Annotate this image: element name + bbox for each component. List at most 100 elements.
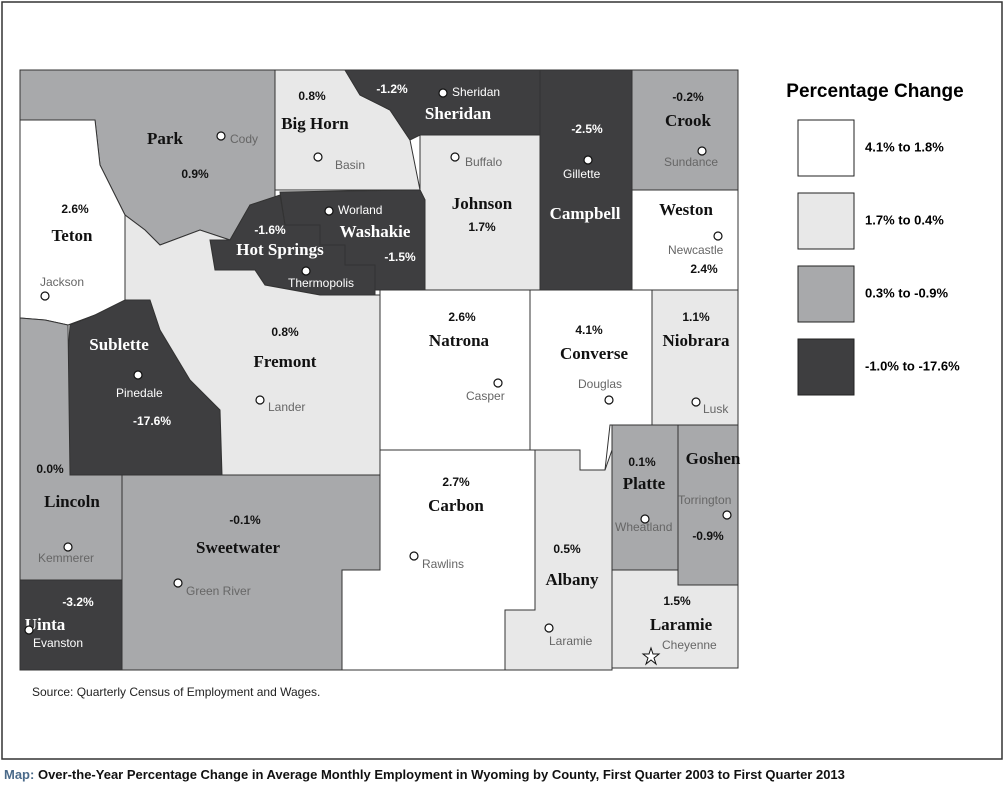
city-dot: [691, 397, 701, 407]
county-name: Crook: [665, 111, 712, 130]
county-name: Laramie: [650, 615, 713, 634]
city-dot: [216, 131, 226, 141]
county-shape: [611, 424, 679, 571]
city-dot: [324, 206, 334, 216]
county-change: 0.5%: [553, 542, 581, 556]
caption: Map: Over-the-Year Percentage Change in …: [4, 767, 845, 782]
county-change: -2.5%: [571, 122, 603, 136]
capital-star: [641, 646, 661, 666]
legend-swatch: [797, 265, 855, 323]
source: Source: Quarterly Census of Employment a…: [32, 685, 320, 699]
city-name: Sheridan: [452, 85, 500, 99]
county-name: Niobrara: [662, 331, 730, 350]
city-dot: [40, 291, 50, 301]
county-change: -0.2%: [672, 90, 704, 104]
county-shape: [124, 214, 381, 476]
city-name: Gillette: [563, 167, 601, 181]
city-name: Douglas: [578, 377, 622, 391]
county-name: Johnson: [452, 194, 513, 213]
county-change: 0.9%: [181, 167, 209, 181]
city-dot: [713, 231, 723, 241]
city-dot: [133, 370, 143, 380]
city-name: Laramie: [549, 634, 593, 648]
city-dot: [544, 623, 554, 633]
city-name: Lusk: [703, 402, 729, 416]
city-name: Jackson: [40, 275, 84, 289]
county-map: Park 0.9% Cody Big Horn 0.8% Basin Sheridan -1.…: [19, 69, 741, 671]
city-dot: [697, 146, 707, 156]
city-dot: [640, 514, 650, 524]
city-dot: [604, 395, 614, 405]
county-change: 1.7%: [468, 220, 496, 234]
city-name: Worland: [338, 203, 382, 217]
city-name: Casper: [466, 389, 505, 403]
city-name: Cheyenne: [662, 638, 717, 652]
city-name: Lander: [268, 400, 305, 414]
county-name: Teton: [52, 226, 93, 245]
county-name: Natrona: [429, 331, 490, 350]
county-name: Uinta: [25, 615, 66, 634]
county-change: -1.6%: [254, 223, 286, 237]
county-change: 2.6%: [448, 310, 476, 324]
city-dot: [493, 378, 503, 388]
county-name: Albany: [546, 570, 599, 589]
caption-text: Over-the-Year Percentage Change in Avera…: [38, 767, 845, 782]
legend-label: 0.3% to -0.9%: [865, 285, 949, 300]
legend-swatch: [797, 192, 855, 250]
city-name: Kemmerer: [38, 551, 94, 565]
city-name: Pinedale: [116, 386, 163, 400]
legend-label: 4.1% to 1.8%: [865, 139, 944, 154]
city-dot: [173, 578, 183, 588]
county-change: -3.2%: [62, 595, 94, 609]
county-name: Sheridan: [425, 104, 492, 123]
legend: 4.1% to 1.8% 1.7% to 0.4% 0.3% to -0.9% -1.…: [797, 119, 960, 396]
county-name: Converse: [560, 344, 628, 363]
county-change: 0.8%: [298, 89, 326, 103]
caption-label: Map:: [4, 767, 34, 782]
county-change: 0.1%: [628, 455, 656, 469]
city-name: Cody: [230, 132, 258, 146]
city-dot: [301, 266, 311, 276]
county-name: Goshen: [686, 449, 741, 468]
city-dot: [450, 152, 460, 162]
county-name: Fremont: [254, 352, 317, 371]
city-name: Sundance: [664, 155, 718, 169]
county-shape: [631, 69, 739, 191]
city-name: Rawlins: [422, 557, 464, 571]
city-dot: [722, 510, 732, 520]
city-dot: [409, 551, 419, 561]
city-dot: [313, 152, 323, 162]
city-name: Thermopolis: [288, 276, 354, 290]
county-name: Hot Springs: [236, 240, 324, 259]
county-change: -1.2%: [376, 82, 408, 96]
county-shape: [611, 569, 739, 669]
county-change: 4.1%: [575, 323, 603, 337]
county-name: Park: [147, 129, 183, 148]
city-name: Newcastle: [668, 243, 724, 257]
county-name: Big Horn: [281, 114, 349, 133]
county-name: Washakie: [340, 222, 411, 241]
city-dot: [24, 625, 34, 635]
city-name: Buffalo: [465, 155, 502, 169]
county-name: Sublette: [89, 335, 149, 354]
city-name: Torrington: [678, 493, 731, 507]
city-dot: [583, 155, 593, 165]
county-change: 2.6%: [61, 202, 89, 216]
city-dot: [438, 88, 448, 98]
county-change: 0.0%: [36, 462, 64, 476]
city-name: Basin: [335, 158, 365, 172]
legend-label: -1.0% to -17.6%: [865, 358, 960, 373]
legend-swatch: [797, 338, 855, 396]
city-dot: [63, 542, 73, 552]
city-name: Evanston: [33, 636, 83, 650]
county-change: 1.1%: [682, 310, 710, 324]
city-name: Green River: [186, 584, 251, 598]
county-change: 0.8%: [271, 325, 299, 339]
county-change: -0.9%: [692, 529, 724, 543]
county-change: -17.6%: [133, 414, 171, 428]
county-change: -0.1%: [229, 513, 261, 527]
county-change: -1.5%: [384, 250, 416, 264]
county-name: Campbell: [550, 204, 621, 223]
